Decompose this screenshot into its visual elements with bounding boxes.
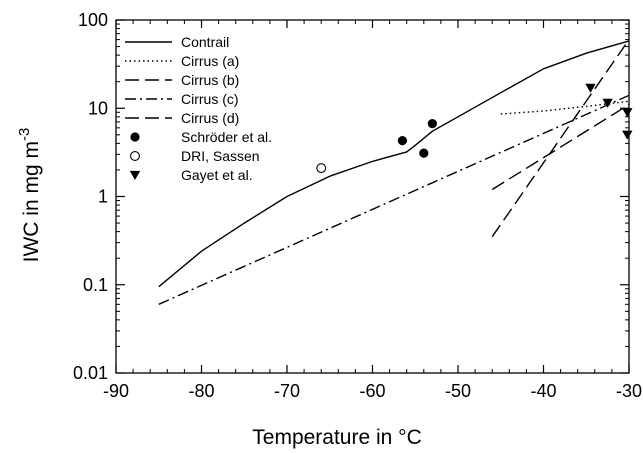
y-axis: 0.01 0.1 1 10 100 — [73, 10, 629, 383]
x-tick-label: -40 — [530, 381, 556, 401]
legend-label: Contrail — [181, 34, 229, 50]
x-axis-label: Temperature in °C — [252, 426, 421, 449]
x-tick-label: -80 — [188, 381, 214, 401]
y-tick-label: 10 — [88, 98, 108, 118]
legend-marker-schr-der-et-al — [130, 132, 140, 142]
series-line-cirrus-d — [491, 104, 630, 191]
series-line-cirrus-b — [491, 39, 630, 238]
legend-label: Cirrus (b) — [181, 72, 239, 88]
legend-label: Schröder et al. — [181, 129, 272, 145]
data-point-gayet-et-al — [602, 98, 613, 108]
y-axis-label-main: IWC in mg m — [20, 141, 43, 262]
data-point-schr-der-et-al — [397, 135, 408, 146]
data-point-schr-der-et-al — [427, 118, 437, 129]
data-point-gayet-et-al — [622, 108, 633, 118]
legend: Contrail Cirrus (a) Cirrus (b) Cirrus (c) Ci… — [125, 34, 272, 183]
svg-text:IWC in mg m-3: IWC in mg m-3 — [16, 128, 43, 263]
x-axis: -90 -80 -70 -60 -50 -40 -30 — [103, 20, 642, 401]
series-layer — [158, 39, 633, 305]
data-point-dri-sassen — [316, 163, 327, 174]
y-axis-label: IWC in mg m-3 — [16, 128, 43, 263]
legend-label: DRI, Sassen — [181, 148, 260, 164]
data-point-gayet-et-al — [585, 83, 596, 93]
x-tick-label: -70 — [274, 381, 300, 401]
series-line-cirrus-c — [158, 94, 630, 305]
x-tick-label: -90 — [103, 381, 129, 401]
legend-label: Cirrus (c) — [181, 91, 239, 107]
x-tick-label: -30 — [616, 381, 642, 401]
y-tick-label: 0.01 — [73, 363, 108, 383]
x-tick-label: -60 — [359, 381, 385, 401]
data-point-schr-der-et-al — [419, 148, 429, 158]
y-tick-label: 100 — [78, 10, 108, 30]
legend-label: Gayet et al. — [181, 167, 253, 183]
y-axis-label-superscript: -3 — [16, 128, 33, 141]
data-point-gayet-et-al — [622, 130, 633, 140]
x-tick-label: -50 — [445, 381, 471, 401]
y-tick-label: 0.1 — [83, 275, 108, 295]
series-line-cirrus-a — [500, 100, 630, 115]
legend-marker-gayet-et-al — [129, 170, 141, 180]
legend-label: Cirrus (d) — [181, 110, 239, 126]
legend-marker-dri-sassen — [130, 151, 140, 161]
y-tick-label: 1 — [98, 187, 108, 207]
series-line-contrail — [158, 40, 630, 288]
legend-label: Cirrus (a) — [181, 53, 239, 69]
